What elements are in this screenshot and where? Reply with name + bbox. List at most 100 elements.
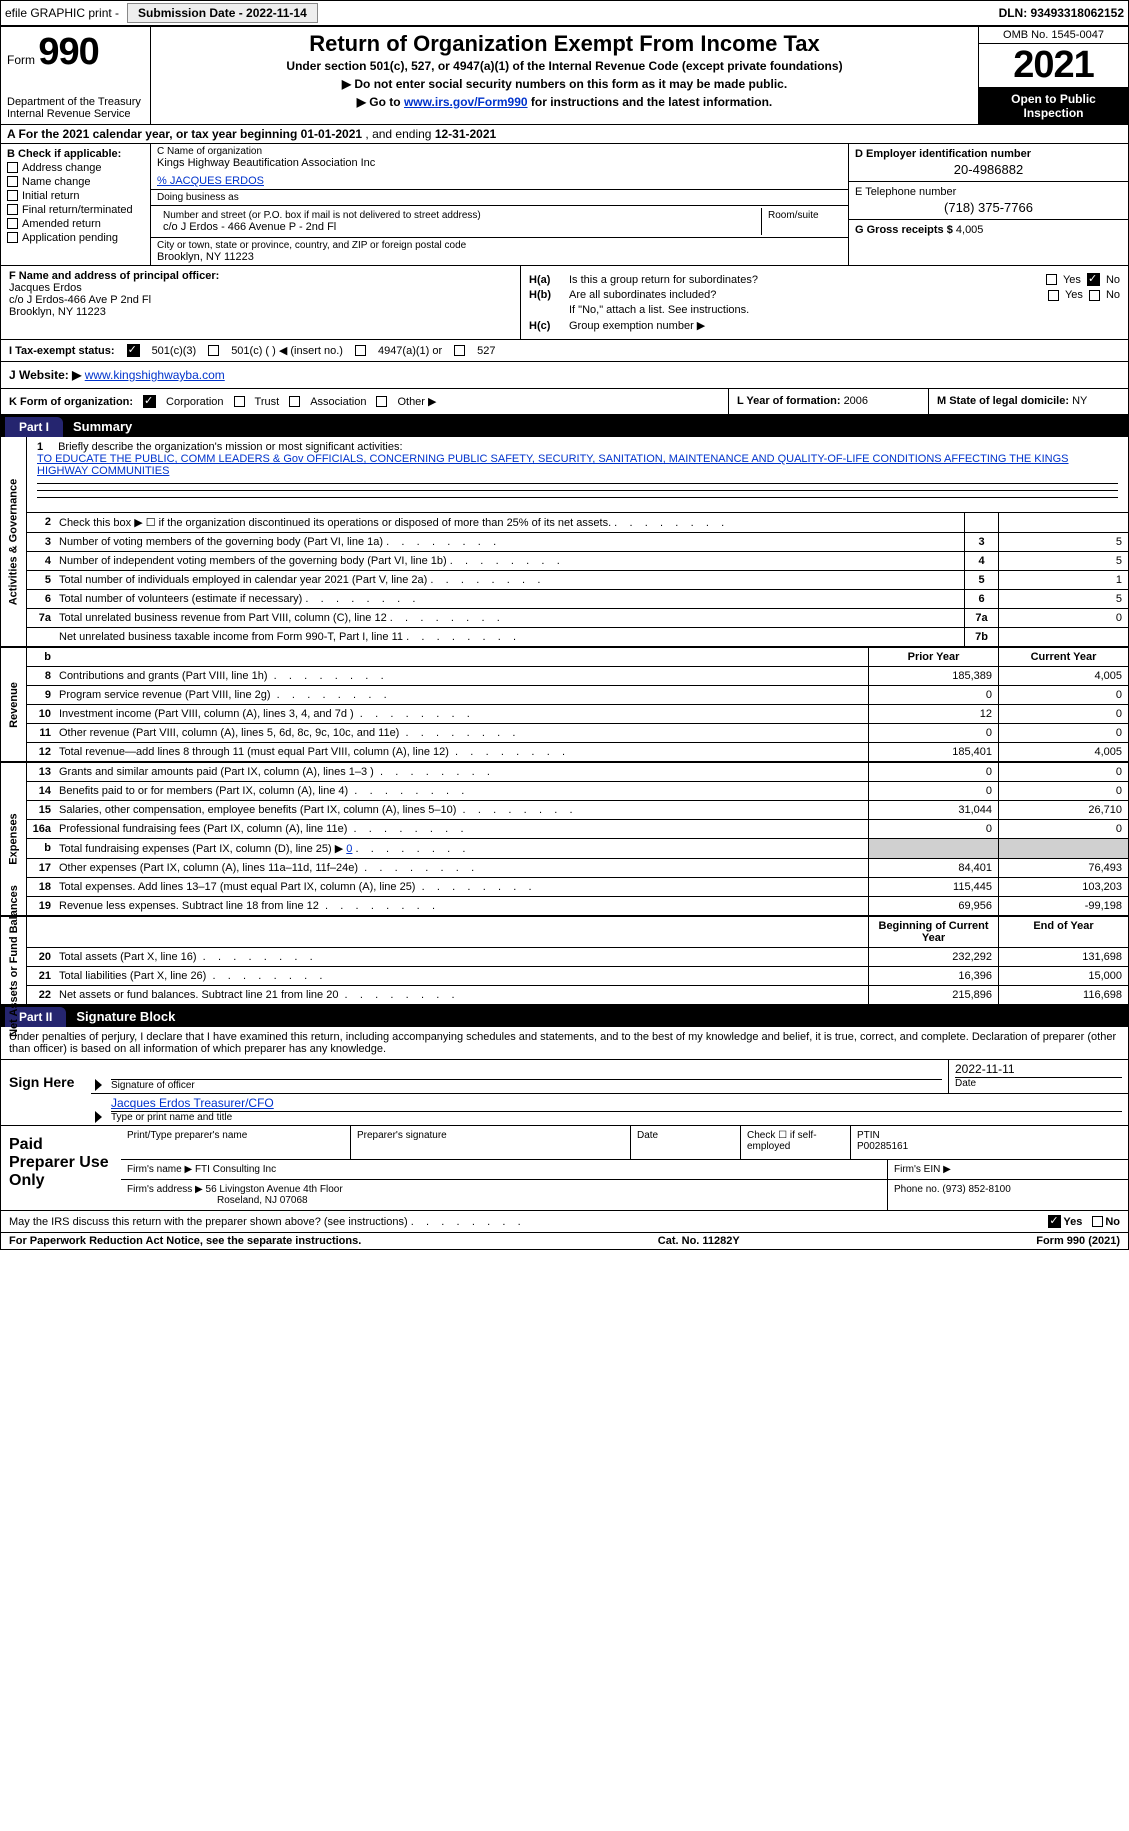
prior-val: 185,401 (868, 743, 998, 761)
form-header: Form 990 Department of the Treasury Inte… (1, 27, 1128, 125)
ptin-label: PTIN (857, 1130, 1122, 1141)
state-domicile-cell: M State of legal domicile: NY (928, 389, 1128, 414)
row-i-label: I Tax-exempt status: (9, 345, 115, 357)
officer-name-link[interactable]: Jacques Erdos Treasurer/CFO (111, 1096, 274, 1110)
form-label: Form (7, 53, 35, 67)
current-val: 0 (998, 686, 1128, 704)
part-1-title: Summary (63, 416, 1128, 437)
hc-row: H(c) Group exemption number ▶ (529, 319, 1120, 332)
phone-label: E Telephone number (855, 186, 1122, 198)
line-val: 1 (998, 571, 1128, 589)
irs-link[interactable]: www.irs.gov/Form990 (404, 95, 528, 109)
501c-checkbox[interactable] (208, 345, 219, 356)
revenue-header-row: b Prior Year Current Year (27, 648, 1128, 667)
current-val: 26,710 (998, 801, 1128, 819)
other-checkbox[interactable] (376, 396, 387, 407)
line-desc: Number of independent voting members of … (55, 552, 964, 570)
begin-year-header: Beginning of Current Year (868, 917, 998, 947)
current-val: 103,203 (998, 878, 1128, 896)
netassets-content: Beginning of Current Year End of Year 20… (27, 917, 1128, 1004)
discuss-yes-checkbox-checked[interactable] (1048, 1215, 1061, 1228)
line-val: 0 (998, 609, 1128, 627)
line-desc: Total unrelated business revenue from Pa… (55, 609, 964, 627)
hb-no-checkbox[interactable] (1089, 290, 1100, 301)
l-value: 2006 (844, 395, 868, 407)
line-desc: Total revenue—add lines 8 through 11 (mu… (55, 743, 868, 761)
prior-val: 16,396 (868, 967, 998, 985)
signature-intro: Under penalties of perjury, I declare th… (1, 1027, 1128, 1060)
block-fh: F Name and address of principal officer:… (1, 266, 1128, 340)
cb-address-change[interactable]: Address change (7, 162, 144, 174)
discuss-with-preparer-row: May the IRS discuss this return with the… (1, 1211, 1128, 1233)
corp-checkbox-checked[interactable] (143, 395, 156, 408)
mission-block: 1 Briefly describe the organization's mi… (27, 437, 1128, 513)
line-box: 7b (964, 628, 998, 646)
part-1-tab: Part I (5, 417, 63, 437)
cb-initial-return[interactable]: Initial return (7, 190, 144, 202)
paid-preparer-label: Paid Preparer Use Only (1, 1126, 121, 1210)
street-address-cell: Number and street (or P.O. box if mail i… (157, 208, 762, 235)
table-row: 3 Number of voting members of the govern… (27, 533, 1128, 552)
cb-amended-return[interactable]: Amended return (7, 218, 144, 230)
ha-yes-checkbox[interactable] (1046, 274, 1057, 285)
ha-no-checkbox-checked[interactable] (1087, 273, 1100, 286)
line-desc: Program service revenue (Part VIII, line… (55, 686, 868, 704)
line-desc: Total assets (Part X, line 16) (55, 948, 868, 966)
line-num: 11 (27, 724, 55, 742)
submission-date-button[interactable]: Submission Date - 2022-11-14 (127, 3, 318, 23)
cb-final-return[interactable]: Final return/terminated (7, 204, 144, 216)
current-val: 0 (998, 705, 1128, 723)
ein-label: D Employer identification number (855, 148, 1122, 160)
officer-addr1: c/o J Erdos-466 Ave P 2nd Fl (9, 294, 512, 306)
prior-val: 215,896 (868, 986, 998, 1004)
form-990-wrapper: Form 990 Department of the Treasury Inte… (0, 26, 1129, 1250)
ha-text: Is this a group return for subordinates? (569, 274, 1046, 286)
trust-checkbox[interactable] (234, 396, 245, 407)
discuss-no-checkbox[interactable] (1092, 1216, 1103, 1227)
underline (37, 497, 1118, 498)
line-num: 5 (27, 571, 55, 589)
line-num: 10 (27, 705, 55, 723)
cb-name-change[interactable]: Name change (7, 176, 144, 188)
prep-name-label: Print/Type preparer's name (127, 1130, 344, 1141)
line-box (964, 513, 998, 532)
mission-num: 1 (37, 441, 55, 453)
line-val: 5 (998, 552, 1128, 570)
website-link[interactable]: www.kingshighwayba.com (85, 368, 225, 382)
line-desc: Other revenue (Part VIII, column (A), li… (55, 724, 868, 742)
col-d-right: D Employer identification number 20-4986… (848, 144, 1128, 265)
discuss-no: No (1105, 1216, 1120, 1228)
ha-row: H(a) Is this a group return for subordin… (529, 273, 1120, 286)
row-a-mid: , and ending (365, 127, 434, 141)
prep-row-2: Firm's name ▶ FTI Consulting Inc Firm's … (121, 1160, 1128, 1180)
assoc-checkbox[interactable] (289, 396, 300, 407)
table-row: 8 Contributions and grants (Part VIII, l… (27, 667, 1128, 686)
prior-val: 0 (868, 782, 998, 800)
line-num: 9 (27, 686, 55, 704)
care-of-link[interactable]: % JACQUES ERDOS (157, 175, 264, 187)
line-num: 3 (27, 533, 55, 551)
officer-name-row: Jacques Erdos Treasurer/CFO Type or prin… (91, 1094, 1128, 1125)
street-address: c/o J Erdos - 466 Avenue P - 2nd Fl (163, 221, 755, 233)
current-val: 76,493 (998, 859, 1128, 877)
current-val: -99,198 (998, 897, 1128, 915)
hb-yes-checkbox[interactable] (1048, 290, 1059, 301)
line-val: 5 (998, 590, 1128, 608)
current-val: 0 (998, 782, 1128, 800)
officer-name-label: Type or print name and title (111, 1112, 1122, 1123)
line-desc: Investment income (Part VIII, column (A)… (55, 705, 868, 723)
col-c-org-info: C Name of organization Kings Highway Bea… (151, 144, 848, 265)
501c3-checkbox-checked[interactable] (127, 344, 140, 357)
firm-addr1: 56 Livingston Avenue 4th Floor (206, 1184, 343, 1195)
dept-label: Department of the Treasury Internal Reve… (7, 96, 144, 120)
footer-right: Form 990 (2021) (1036, 1235, 1120, 1247)
cb-application-pending[interactable]: Application pending (7, 232, 144, 244)
city-cell: City or town, state or province, country… (151, 238, 848, 265)
omb-number: OMB No. 1545-0047 (979, 27, 1128, 44)
527-checkbox[interactable] (454, 345, 465, 356)
city-value: Brooklyn, NY 11223 (157, 251, 842, 263)
4947-checkbox[interactable] (355, 345, 366, 356)
form-subtitle-3: ▶ Go to www.irs.gov/Form990 for instruct… (157, 95, 972, 109)
prior-val: 0 (868, 686, 998, 704)
line-desc: Revenue less expenses. Subtract line 18 … (55, 897, 868, 915)
